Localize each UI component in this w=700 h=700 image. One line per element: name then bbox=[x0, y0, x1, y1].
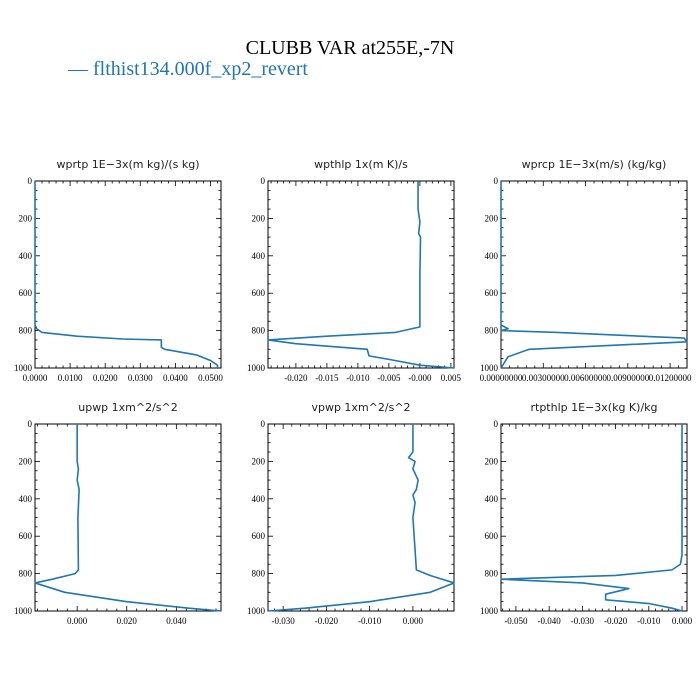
x-tick-label: 0.0200 bbox=[93, 373, 118, 383]
y-tick-label: 0 bbox=[261, 419, 266, 429]
y-tick-label: 400 bbox=[252, 494, 266, 504]
y-tick-label: 400 bbox=[485, 251, 499, 261]
x-tick-label: 0.00900000 bbox=[606, 373, 649, 383]
x-tick-label: 0.005 bbox=[441, 373, 462, 383]
x-tick-label: -0.030 bbox=[571, 616, 595, 626]
y-tick-label: 1000 bbox=[480, 606, 499, 616]
x-tick-label: 0.0500 bbox=[198, 373, 223, 383]
panel-5: vpwp 1xm^2/s^2 0 200 400 600 800 1000 -0.030 -0.… bbox=[247, 401, 455, 626]
plot-frame bbox=[500, 423, 688, 612]
series-line bbox=[267, 424, 455, 612]
y-tick-label: 0 bbox=[494, 176, 499, 186]
y-tick-label: 800 bbox=[19, 326, 33, 336]
x-tick-label: 0.040 bbox=[166, 616, 187, 626]
y-tick-label: 800 bbox=[485, 569, 499, 579]
y-tick-label: 200 bbox=[19, 213, 33, 223]
y-tick-label: 800 bbox=[252, 326, 266, 336]
y-tick-label: 0 bbox=[28, 176, 33, 186]
x-tick-label: 0.000 bbox=[672, 616, 693, 626]
y-tick-label: 400 bbox=[19, 494, 33, 504]
x-tick-label: 0.000 bbox=[403, 616, 424, 626]
y-tick-label: 1000 bbox=[14, 363, 33, 373]
panel-title: wprtp 1E−3x(m kg)/(s kg) bbox=[57, 158, 200, 171]
x-tick-label: 0.0100 bbox=[58, 373, 83, 383]
plot-frame bbox=[34, 423, 222, 612]
x-tick-label: -0.000 bbox=[408, 373, 432, 383]
x-tick-label: -0.010 bbox=[637, 616, 661, 626]
series-line bbox=[34, 424, 222, 612]
figure-title: CLUBB VAR at255E,-7N bbox=[245, 37, 455, 59]
y-tick-label: 200 bbox=[485, 213, 499, 223]
panel-3: wprcp 1E−3x(m/s) (kg/kg) 0 200 400 600 800 100… bbox=[480, 158, 692, 383]
y-tick-label: 0 bbox=[494, 419, 499, 429]
y-tick-label: 600 bbox=[485, 531, 499, 541]
x-tick-label: 0.01200000 bbox=[649, 373, 692, 383]
y-tick-label: 400 bbox=[19, 251, 33, 261]
y-tick-label: 600 bbox=[19, 531, 33, 541]
y-tick-label: 600 bbox=[252, 531, 266, 541]
x-tick-label: -0.010 bbox=[358, 616, 382, 626]
panel-title: upwp 1xm^2/s^2 bbox=[78, 401, 178, 414]
y-tick-label: 200 bbox=[485, 456, 499, 466]
y-tick-label: 200 bbox=[19, 456, 33, 466]
x-tick-label: -0.020 bbox=[284, 373, 308, 383]
y-tick-label: 600 bbox=[19, 288, 33, 298]
y-tick-label: 200 bbox=[252, 213, 266, 223]
x-tick-label: 0.0400 bbox=[163, 373, 188, 383]
y-tick-label: 800 bbox=[252, 569, 266, 579]
y-tick-label: 200 bbox=[252, 456, 266, 466]
x-tick-label: 0.00300000 bbox=[522, 373, 565, 383]
series-line bbox=[500, 181, 688, 369]
plot-frame bbox=[500, 180, 688, 369]
plot-frame bbox=[267, 423, 455, 612]
x-tick-label: 0.00600000 bbox=[564, 373, 607, 383]
y-tick-label: 600 bbox=[252, 288, 266, 298]
y-tick-label: 600 bbox=[485, 288, 499, 298]
y-tick-label: 400 bbox=[485, 494, 499, 504]
x-tick-label: 0.020 bbox=[117, 616, 138, 626]
series-line bbox=[34, 181, 219, 368]
y-tick-label: 0 bbox=[261, 176, 266, 186]
panel-title: wpthlp 1x(m K)/s bbox=[314, 158, 408, 171]
x-tick-label: -0.050 bbox=[504, 616, 528, 626]
panel-1: wprtp 1E−3x(m kg)/(s kg) 0 200 400 600 800 100… bbox=[14, 158, 223, 383]
legend-entry: — flthist134.000f_xp2_revert bbox=[68, 58, 308, 80]
panel-title: wprcp 1E−3x(m/s) (kg/kg) bbox=[522, 158, 667, 171]
panel-4: upwp 1xm^2/s^2 0 200 400 600 800 1000 0.000 0.02… bbox=[14, 401, 222, 626]
y-tick-label: 400 bbox=[252, 251, 266, 261]
panel-2: wpthlp 1x(m K)/s02004006008001000-0.020-… bbox=[247, 158, 462, 383]
y-tick-label: 800 bbox=[485, 326, 499, 336]
series-line bbox=[500, 424, 683, 612]
x-tick-label: 0.00000000 bbox=[480, 373, 523, 383]
plot-frame bbox=[267, 180, 455, 369]
x-tick-label: -0.020 bbox=[604, 616, 628, 626]
y-tick-label: 1000 bbox=[480, 363, 499, 373]
panel-6: rtpthlp 1E−3x(kg K)/kg02004006008001000-… bbox=[480, 401, 693, 626]
y-tick-label: 800 bbox=[19, 569, 33, 579]
x-tick-label: -0.015 bbox=[315, 373, 339, 383]
y-tick-label: 1000 bbox=[247, 606, 266, 616]
x-tick-label: 0.0300 bbox=[128, 373, 153, 383]
x-tick-label: -0.030 bbox=[272, 616, 296, 626]
panel-title: vpwp 1xm^2/s^2 bbox=[311, 401, 410, 414]
series-line bbox=[267, 181, 455, 369]
y-tick-label: 1000 bbox=[14, 606, 33, 616]
y-tick-label: 1000 bbox=[247, 363, 266, 373]
x-tick-label: -0.020 bbox=[315, 616, 339, 626]
y-tick-label: 0 bbox=[28, 419, 33, 429]
panel-title: rtpthlp 1E−3x(kg K)/kg bbox=[530, 401, 657, 414]
x-tick-label: -0.040 bbox=[538, 616, 562, 626]
x-tick-label: -0.010 bbox=[346, 373, 370, 383]
x-tick-label: 0.0000 bbox=[23, 373, 48, 383]
x-tick-label: -0.005 bbox=[377, 373, 401, 383]
x-tick-label: 0.000 bbox=[67, 616, 88, 626]
plot-frame bbox=[34, 180, 222, 369]
